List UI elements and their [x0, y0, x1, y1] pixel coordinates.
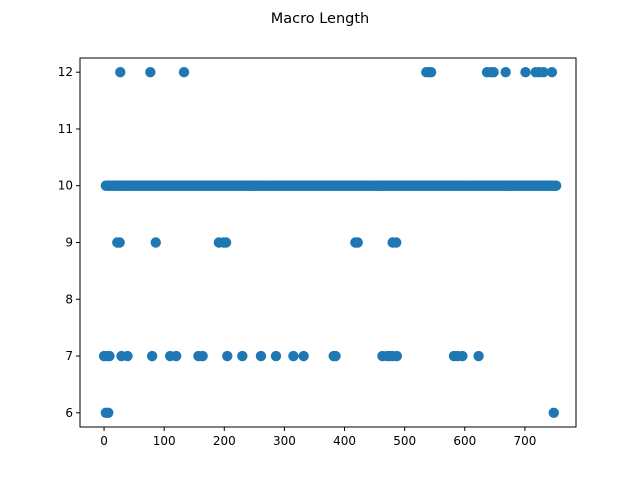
data-point — [548, 407, 559, 419]
x-tick-label: 500 — [393, 434, 416, 448]
x-tick-label: 700 — [513, 434, 536, 448]
y-tick-label: 7 — [65, 349, 73, 363]
data-point — [546, 66, 558, 78]
data-point — [178, 66, 190, 78]
data-point — [488, 66, 499, 78]
data-point — [170, 350, 182, 362]
x-axis: 0 100 200 300 400 500 600 700 — [100, 427, 536, 448]
data-point — [538, 66, 549, 78]
data-point — [197, 350, 208, 362]
data-point — [255, 350, 267, 362]
y-tick-label: 6 — [65, 406, 73, 420]
y-tick-label: 8 — [65, 292, 73, 306]
data-point — [222, 350, 233, 362]
data-point — [550, 180, 562, 191]
data-point — [352, 237, 363, 248]
data-point — [288, 350, 299, 362]
y-tick-label: 10 — [58, 179, 73, 193]
data-point — [473, 350, 484, 362]
data-point — [103, 407, 114, 419]
x-tick-label: 600 — [453, 434, 476, 448]
data-point — [150, 237, 161, 248]
data-point — [115, 66, 126, 78]
data-point — [146, 350, 158, 362]
x-tick-label: 200 — [213, 434, 236, 448]
data-point — [237, 350, 248, 362]
data-point — [425, 66, 437, 78]
x-tick-label: 0 — [100, 434, 108, 448]
x-tick-label: 300 — [273, 434, 296, 448]
data-point — [391, 350, 403, 362]
data-point — [104, 350, 115, 362]
y-tick-label: 11 — [58, 122, 73, 136]
data-point — [520, 66, 531, 78]
data-point — [220, 237, 232, 248]
data-point — [270, 350, 282, 362]
chart-title: Macro Length — [271, 11, 370, 27]
y-tick-label: 12 — [58, 65, 73, 79]
data-point — [330, 350, 341, 362]
data-point — [122, 350, 133, 362]
data-point — [391, 237, 402, 248]
x-tick-label: 100 — [153, 434, 176, 448]
data-points — [98, 66, 562, 419]
y-axis: 6 7 8 9 10 11 12 — [58, 65, 80, 420]
data-point — [298, 350, 309, 362]
data-point — [114, 237, 125, 248]
y-tick-label: 9 — [65, 236, 73, 250]
data-point — [500, 66, 511, 78]
x-tick-label: 400 — [333, 434, 356, 448]
data-point — [145, 66, 156, 78]
data-point — [457, 350, 468, 362]
